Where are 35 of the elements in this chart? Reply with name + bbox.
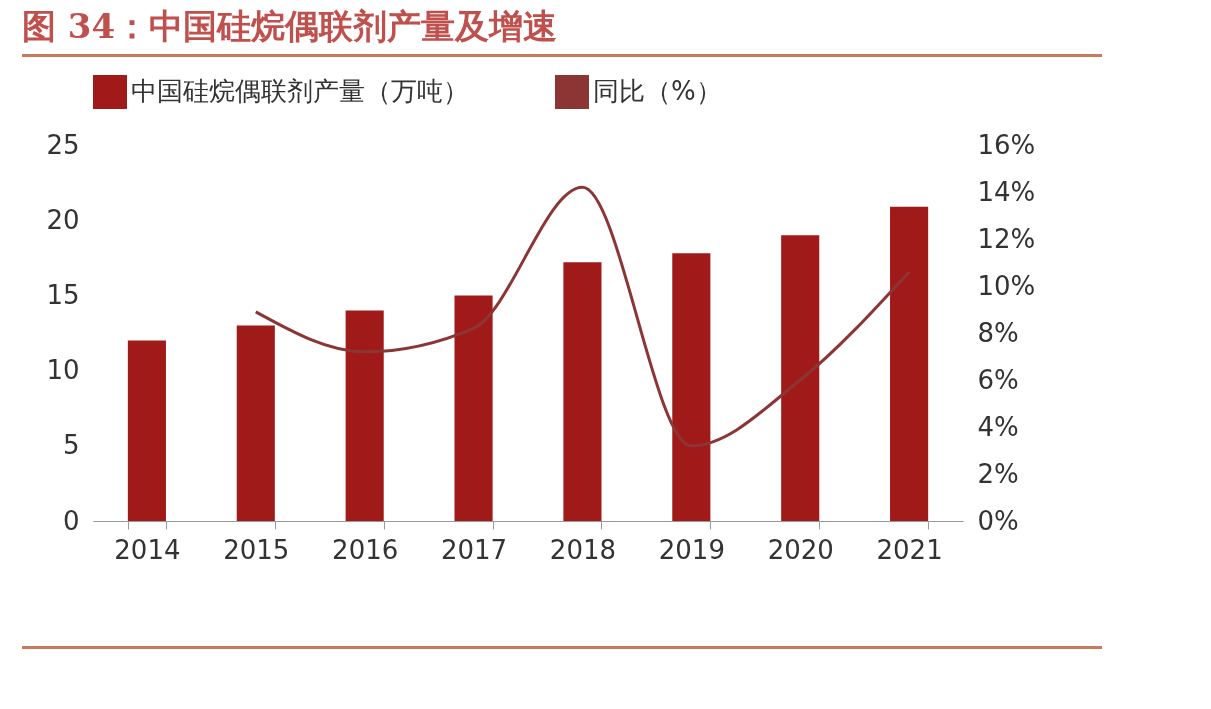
y2-tick-label: 10%	[977, 270, 1036, 301]
legend-label: 同比（%）	[593, 76, 722, 106]
bar	[781, 235, 820, 521]
bar	[672, 253, 711, 521]
bar	[563, 262, 602, 521]
legend-label: 中国硅烷偶联剂产量（万吨）	[131, 76, 469, 106]
y-tick-label: 10	[46, 355, 80, 386]
x-tick-label: 2019	[658, 534, 725, 565]
bar	[345, 310, 384, 521]
bar	[454, 295, 493, 521]
bar	[127, 340, 166, 521]
y-tick-label: 15	[46, 279, 80, 310]
x-tick-label: 2017	[440, 534, 508, 565]
y2-tick-label: 4%	[977, 411, 1019, 442]
y2-tick-label: 0%	[977, 505, 1019, 536]
x-tick-label: 2020	[767, 534, 834, 565]
bar	[890, 206, 929, 521]
y-tick-label: 5	[62, 430, 80, 461]
x-tick-label: 2021	[876, 534, 943, 565]
y2-tick-label: 8%	[977, 317, 1019, 348]
x-tick-label: 2014	[114, 534, 181, 565]
y2-tick-label: 16%	[977, 129, 1036, 160]
y2-tick-label: 2%	[977, 458, 1019, 489]
x-tick-label: 2016	[332, 534, 399, 565]
y2-tick-label: 12%	[977, 223, 1036, 254]
y2-tick-label: 14%	[977, 176, 1036, 207]
y-tick-label: 20	[46, 204, 80, 235]
y-tick-label: 0	[62, 505, 80, 536]
y-tick-label: 25	[46, 129, 80, 160]
y2-tick-label: 6%	[977, 364, 1019, 395]
chart-title: 图 34：中国硅烷偶联剂产量及增速	[22, 5, 558, 48]
x-tick-label: 2018	[549, 534, 617, 565]
x-tick-label: 2015	[223, 534, 290, 565]
bar	[236, 325, 275, 521]
line-series	[254, 185, 911, 448]
